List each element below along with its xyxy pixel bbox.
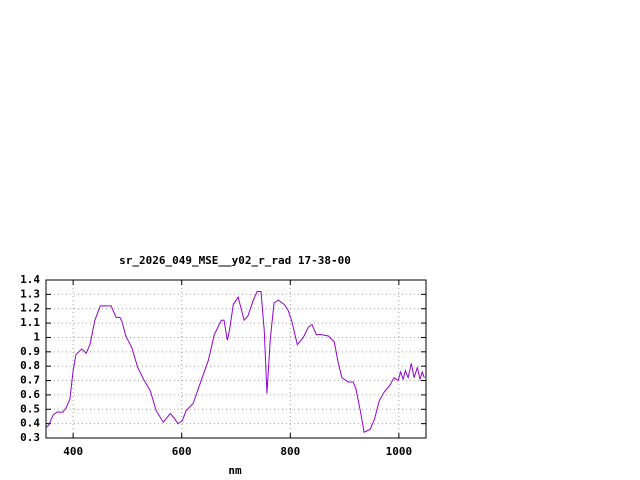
y-tick-label: 0.7 [20, 374, 40, 387]
y-tick-label: 1 [33, 330, 40, 343]
x-tick-label: 400 [63, 445, 83, 458]
x-axis-label: nm [228, 464, 242, 477]
x-tick-label: 1000 [386, 445, 413, 458]
y-tick-label: 1.2 [20, 302, 40, 315]
y-tick-label: 1.1 [20, 316, 40, 329]
data-line [45, 290, 425, 433]
y-tick-label: 0.4 [20, 417, 40, 430]
y-tick-label: 1.3 [20, 287, 40, 300]
plot-border [45, 279, 427, 439]
y-tick-label: 1.4 [20, 273, 40, 286]
y-tick-label: 0.3 [20, 431, 40, 444]
y-tick-label: 0.6 [20, 388, 40, 401]
y-tick-label: 0.5 [20, 402, 40, 415]
chart-title: sr_2026_049_MSE__y02_r_rad 17-38-00 [119, 254, 351, 267]
x-tick-label: 600 [172, 445, 192, 458]
y-tick-label: 0.9 [20, 345, 40, 358]
x-tick-label: 800 [280, 445, 300, 458]
y-tick-label: 0.8 [20, 359, 40, 372]
